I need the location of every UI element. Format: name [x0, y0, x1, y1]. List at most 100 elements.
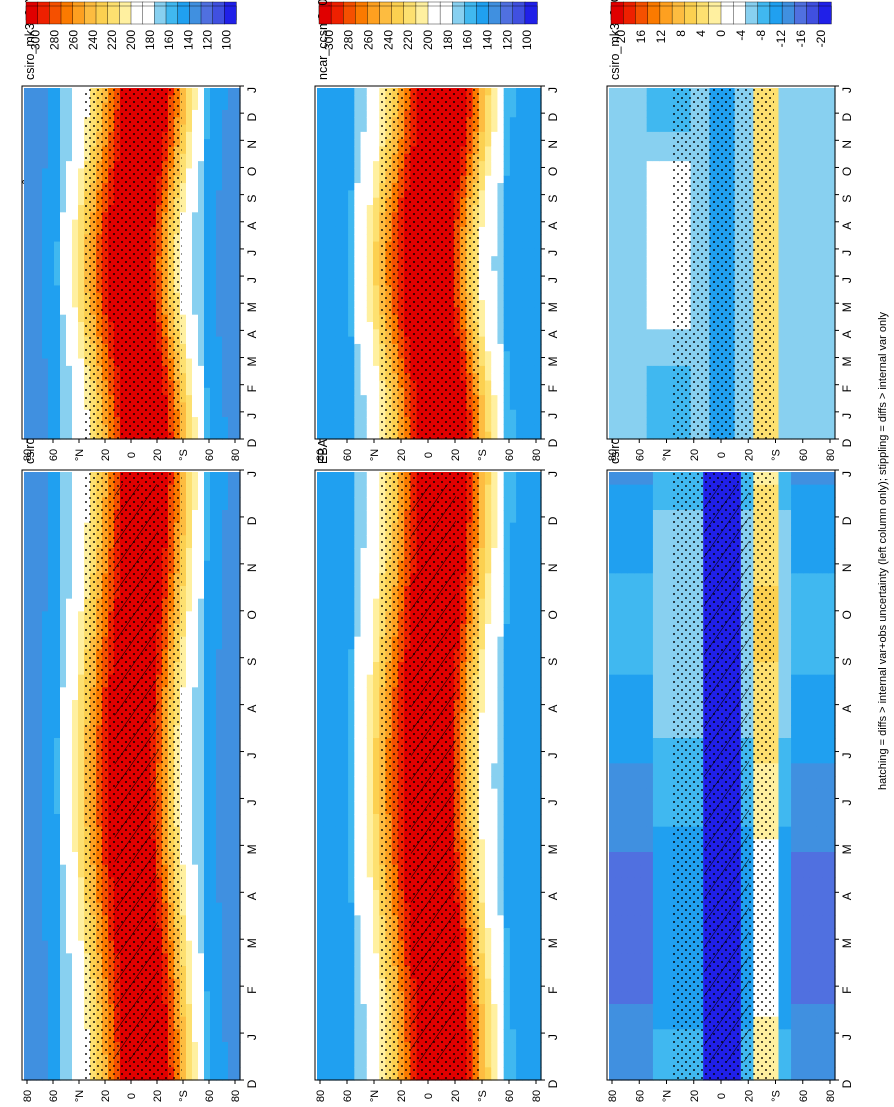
- heatmap-cell: [204, 624, 211, 637]
- heatmap-cell: [510, 662, 517, 675]
- heatmap-cell: [529, 751, 536, 764]
- heatmap-cell: [60, 801, 67, 814]
- heatmap-cell: [222, 472, 229, 485]
- heatmap-cell: [348, 675, 355, 688]
- heatmap-cell: [522, 561, 529, 574]
- heatmap-cell: [317, 1042, 324, 1055]
- heatmap-cell: [516, 928, 523, 941]
- heatmap-cell: [329, 852, 336, 865]
- heatmap-cell: [497, 497, 504, 510]
- heatmap-cell: [228, 586, 235, 599]
- heatmap-cell: [317, 903, 324, 916]
- heatmap-cell: [497, 1017, 504, 1030]
- heatmap-cell: [48, 535, 55, 548]
- heatmap-cell: [216, 941, 223, 954]
- heatmap-cell: [504, 1042, 511, 1055]
- heatmap-cell: [24, 472, 31, 485]
- heatmap-cell: [72, 1017, 79, 1030]
- heatmap-cell: [329, 472, 336, 485]
- heatmap-cell: [66, 979, 73, 992]
- heatmap-cell: [609, 535, 616, 548]
- heatmap-cell: [361, 1029, 368, 1042]
- heatmap-cell: [785, 814, 792, 827]
- heatmap-cell: [329, 827, 336, 840]
- heatmap-cell: [198, 649, 205, 662]
- heatmap-cell: [373, 789, 380, 802]
- heatmap-cell: [497, 890, 504, 903]
- heatmap-cell: [504, 979, 511, 992]
- heatmap-cell: [54, 497, 61, 510]
- heatmap-cell: [497, 611, 504, 624]
- heatmap-cell: [24, 801, 31, 814]
- heatmap-cell: [361, 751, 368, 764]
- heatmap-cell: [367, 510, 374, 523]
- heatmap-cell: [659, 573, 666, 586]
- heatmap-cell: [659, 1055, 666, 1068]
- heatmap-cell: [373, 1067, 380, 1080]
- heatmap-cell: [510, 472, 517, 485]
- heatmap-cell: [354, 599, 361, 612]
- heatmap-cell: [497, 1067, 504, 1080]
- heatmap-cell: [348, 801, 355, 814]
- heatmap-cell: [640, 485, 647, 498]
- heatmap-cell: [78, 852, 85, 865]
- heatmap-cell: [317, 675, 324, 688]
- heatmap-cell: [24, 548, 31, 561]
- heatmap-cell: [510, 485, 517, 498]
- heatmap-cell: [640, 523, 647, 536]
- heatmap-cell: [504, 497, 511, 510]
- heatmap-cell: [30, 1067, 37, 1080]
- heatmap-cell: [634, 599, 641, 612]
- heatmap-cell: [30, 497, 37, 510]
- heatmap-cell: [42, 1017, 49, 1030]
- heatmap-cell: [348, 713, 355, 726]
- heatmap-cell: [36, 472, 43, 485]
- heatmap-cell: [348, 763, 355, 776]
- heatmap-cell: [609, 763, 616, 776]
- heatmap-cell: [354, 662, 361, 675]
- heatmap-cell: [615, 966, 622, 979]
- heatmap-cell: [510, 979, 517, 992]
- heatmap-cell: [491, 561, 498, 574]
- heatmap-cell: [785, 789, 792, 802]
- heatmap-cell: [348, 738, 355, 751]
- heatmap-cell: [361, 763, 368, 776]
- heatmap-cell: [36, 839, 43, 852]
- heatmap-cell: [24, 611, 31, 624]
- heatmap-cell: [529, 915, 536, 928]
- heatmap-cell: [659, 497, 666, 510]
- heatmap-cell: [198, 548, 205, 561]
- heatmap-cell: [628, 941, 635, 954]
- heatmap-cell: [354, 827, 361, 840]
- heatmap-cell: [354, 1029, 361, 1042]
- heatmap-cell: [659, 890, 666, 903]
- heatmap-cell: [491, 675, 498, 688]
- heatmap-cell: [485, 523, 492, 536]
- heatmap-cell: [48, 1004, 55, 1017]
- heatmap-cell: [317, 725, 324, 738]
- heatmap-cell: [516, 649, 523, 662]
- heatmap-cell: [48, 890, 55, 903]
- heatmap-cell: [210, 510, 217, 523]
- heatmap-cell: [373, 535, 380, 548]
- heatmap-cell: [491, 573, 498, 586]
- heatmap-cell: [222, 649, 229, 662]
- heatmap-cell: [198, 877, 205, 890]
- heatmap-cell: [323, 725, 330, 738]
- heatmap-cell: [779, 573, 786, 586]
- heatmap-cell: [373, 928, 380, 941]
- heatmap-cell: [42, 725, 49, 738]
- heatmap-cell: [367, 713, 374, 726]
- heatmap-cell: [342, 535, 349, 548]
- heatmap-cell: [48, 979, 55, 992]
- heatmap-cell: [622, 573, 629, 586]
- heatmap-cell: [66, 966, 73, 979]
- heatmap-cell: [24, 979, 31, 992]
- heatmap-cell: [348, 1067, 355, 1080]
- heatmap-cell: [42, 624, 49, 637]
- heatmap-cell: [342, 611, 349, 624]
- heatmap-cell: [367, 789, 374, 802]
- heatmap-cell: [323, 776, 330, 789]
- heatmap-cell: [210, 1017, 217, 1030]
- heatmap-cell: [628, 814, 635, 827]
